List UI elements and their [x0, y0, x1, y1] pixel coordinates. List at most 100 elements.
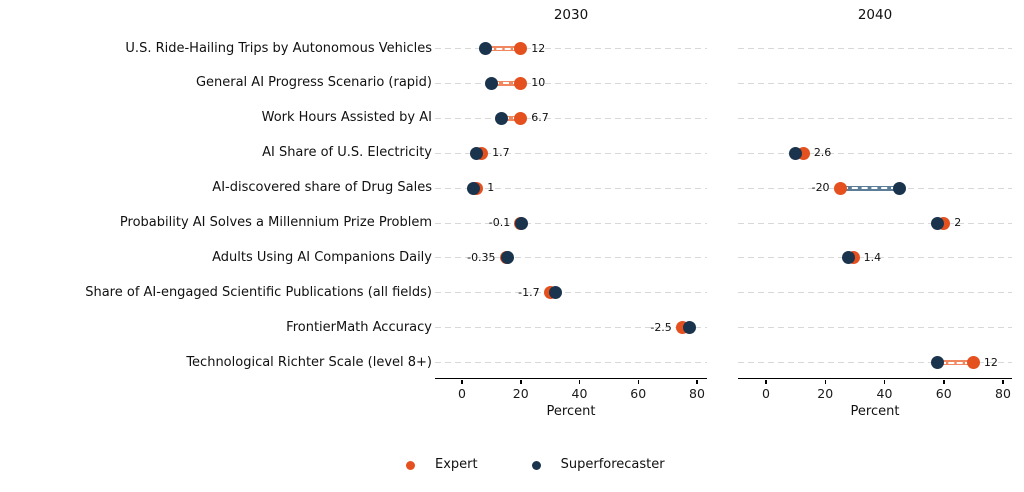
gridline: [435, 292, 707, 294]
gridline: [738, 48, 1012, 49]
category-label: Probability AI Solves a Millennium Prize…: [119, 215, 432, 230]
x-axis-tick: [943, 379, 945, 385]
superforecaster-point: [484, 76, 498, 90]
gap-value-label: 12: [531, 41, 546, 55]
gap-value-label: -20: [811, 181, 830, 195]
x-axis-tick: [520, 379, 522, 385]
x-tick-label: 20: [817, 386, 834, 401]
x-axis-label-2030: Percent: [546, 404, 596, 419]
x-axis-tick: [824, 379, 826, 385]
superforecaster-point: [892, 181, 906, 195]
gridline: [435, 257, 707, 259]
x-tick-label: 0: [458, 386, 466, 401]
gridline: [435, 82, 707, 84]
gap-value-label: 10: [531, 76, 546, 90]
category-label: FrontierMath Accuracy: [286, 319, 432, 335]
x-tick-label: 60: [630, 386, 647, 401]
gridline: [435, 327, 707, 329]
connector-dash-pattern: [487, 47, 519, 50]
x-axis-tick: [883, 379, 886, 385]
superforecaster-point: [514, 216, 528, 230]
expert-point: [514, 111, 528, 125]
dumbbell-connector: [485, 46, 521, 51]
category-label: Technological Richter Scale (level 8+): [186, 354, 432, 370]
gridline: [738, 327, 1012, 329]
x-tick-label: 80: [689, 386, 705, 401]
x-axis-tick: [1002, 379, 1004, 385]
gap-value-label: 1.4: [863, 250, 882, 264]
category-label: AI-discovered share of Drug Sales: [212, 180, 432, 196]
x-axis-tick: [696, 379, 698, 385]
dumbbell-connector: [937, 360, 974, 366]
legend-item-expert: Expert: [406, 457, 478, 473]
gap-value-label: 12: [983, 355, 998, 369]
gridline: [738, 117, 1012, 119]
superforecaster-dot-icon: [531, 460, 541, 470]
x-tick-label: 20: [512, 386, 529, 401]
gridline: [738, 257, 1012, 259]
gap-value-label: 2.6: [813, 146, 832, 160]
category-label: Work Hours Assisted by AI: [261, 110, 432, 126]
connector-dash-pattern: [842, 187, 898, 190]
gridline: [738, 222, 1012, 224]
superforecaster-point: [842, 251, 856, 265]
category-label: General AI Progress Scenario (rapid): [195, 75, 432, 91]
gap-value-label: -1.7: [518, 285, 540, 299]
x-axis-tick: [578, 379, 581, 385]
panel-title-2040: 2040: [857, 7, 893, 23]
expert-point: [966, 356, 980, 370]
gridline: [738, 82, 1012, 84]
gridline: [738, 152, 1012, 154]
x-axis-line: [435, 378, 707, 379]
gap-value-label: 2: [954, 216, 962, 229]
gridline: [435, 362, 707, 364]
superforecaster-point: [467, 181, 481, 195]
connector-dash-pattern: [493, 82, 519, 85]
expert-point: [514, 76, 528, 90]
legend-label-superforecaster: Superforecaster: [560, 457, 665, 472]
gap-value-label: 6.7: [531, 111, 549, 125]
superforecaster-point: [500, 251, 514, 265]
superforecaster-point: [479, 42, 492, 55]
x-axis-tick: [637, 379, 639, 385]
x-tick-label: 80: [995, 386, 1011, 401]
superforecaster-point: [494, 111, 508, 125]
category-label: Share of AI-engaged Scientific Publicati…: [85, 284, 432, 300]
expert-dot-icon: [406, 460, 415, 470]
category-label: Adults Using AI Companions Daily: [212, 249, 432, 265]
gridline: [738, 362, 1012, 364]
x-tick-label: 60: [935, 386, 952, 401]
connector-dash-pattern: [503, 117, 519, 120]
superforecaster-point: [931, 216, 945, 230]
x-tick-label: 40: [571, 386, 588, 401]
x-tick-label: 0: [762, 386, 770, 401]
legend: Expert Superforecaster: [406, 457, 665, 473]
superforecaster-point: [548, 286, 562, 300]
superforecaster-point: [683, 321, 697, 335]
gridline: [435, 187, 707, 189]
x-axis-label-2040: Percent: [850, 404, 900, 419]
gridline: [435, 117, 707, 119]
gridline: [738, 292, 1012, 294]
category-label: U.S. Ride-Hailing Trips by Autonomous Ve…: [125, 40, 432, 56]
legend-label-expert: Expert: [435, 457, 478, 472]
dumbbell-connector: [501, 115, 521, 121]
dumbbell-connector: [840, 185, 900, 191]
connector-dash-pattern: [939, 361, 972, 364]
superforecaster-point: [931, 356, 945, 370]
superforecaster-point: [789, 146, 803, 160]
gap-value-label: 1: [487, 181, 495, 195]
gridline: [435, 48, 707, 49]
x-axis-tick: [461, 379, 463, 385]
gap-value-label: -2.5: [650, 320, 672, 334]
x-tick-label: 40: [876, 386, 893, 401]
expert-point: [833, 181, 847, 195]
gridline: [435, 222, 707, 224]
panel-title-2030: 2030: [553, 7, 589, 23]
gap-value-label: -0.1: [488, 216, 511, 229]
superforecaster-point: [470, 146, 484, 160]
x-axis-line: [738, 378, 1012, 379]
legend-item-superforecaster: Superforecaster: [531, 457, 665, 473]
gap-value-label: 1.7: [492, 146, 510, 160]
